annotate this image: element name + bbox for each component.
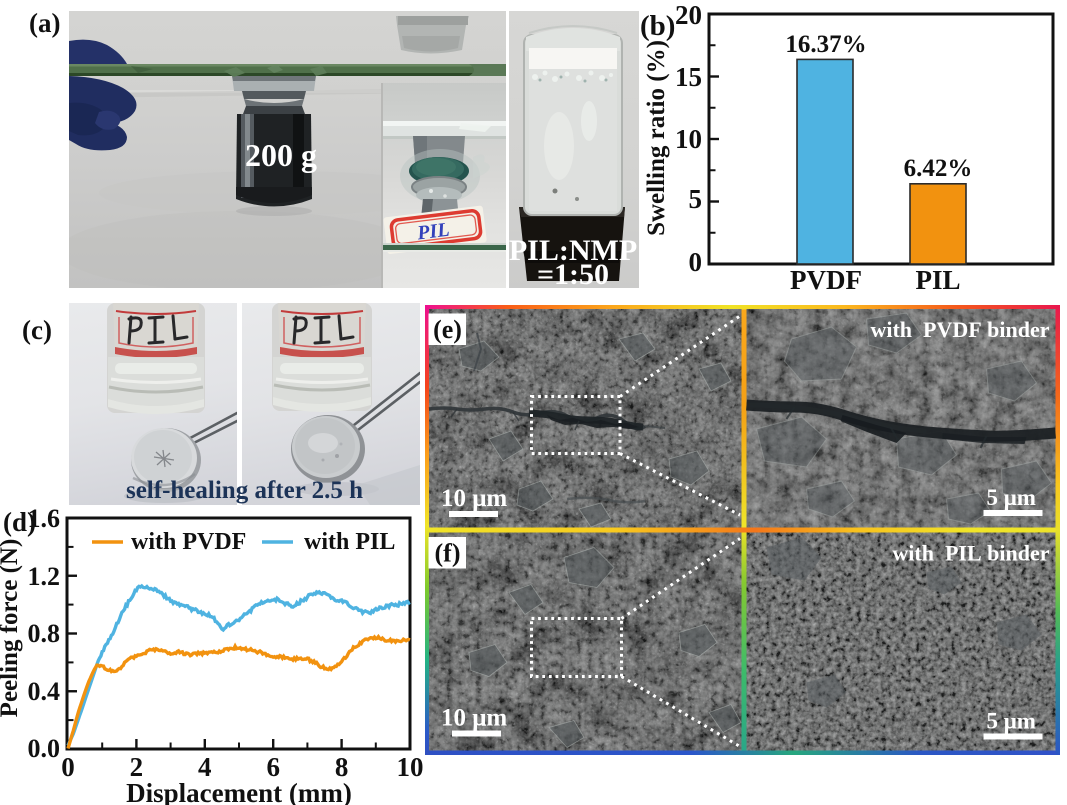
svg-text:with PVDF: with PVDF: [131, 529, 246, 555]
svg-text:with PVDF binder: with PVDF binder: [870, 317, 1049, 342]
svg-text:Peeling force (N): Peeling force (N): [0, 539, 23, 718]
svg-text:8: 8: [335, 752, 349, 782]
svg-text:Displacement (mm): Displacement (mm): [126, 778, 352, 805]
svg-text:PIL:NMP: PIL:NMP: [509, 234, 637, 267]
svg-text:(d): (d): [3, 507, 36, 537]
svg-text:16.37%: 16.37%: [785, 31, 866, 58]
svg-text:0: 0: [689, 247, 703, 277]
svg-text:10: 10: [675, 124, 702, 154]
svg-text:200 g: 200 g: [245, 137, 317, 173]
svg-text:PIL: PIL: [915, 265, 960, 295]
svg-text:(f): (f): [435, 539, 461, 568]
svg-text:with PIL binder: with PIL binder: [892, 541, 1049, 566]
svg-text:Swelling ratio (%): Swelling ratio (%): [643, 40, 670, 236]
svg-text:2: 2: [130, 752, 144, 782]
svg-text:PVDF: PVDF: [790, 265, 862, 295]
svg-text:0.8: 0.8: [28, 619, 61, 648]
svg-text:20: 20: [675, 0, 702, 30]
svg-text:with PIL: with PIL: [304, 529, 395, 555]
svg-text:PIL: PIL: [415, 219, 451, 245]
svg-text:0.0: 0.0: [28, 734, 61, 763]
svg-text:5: 5: [689, 184, 703, 214]
svg-text:10 μm: 10 μm: [441, 705, 507, 732]
svg-text:6: 6: [266, 752, 280, 782]
svg-text:10 μm: 10 μm: [441, 485, 507, 512]
svg-text:6.42%: 6.42%: [904, 155, 973, 182]
svg-text:(b): (b): [640, 10, 675, 42]
svg-text:1.2: 1.2: [28, 562, 61, 591]
svg-text:=1:50: =1:50: [537, 258, 609, 288]
svg-text:0: 0: [61, 752, 75, 782]
svg-text:(e): (e): [433, 315, 462, 344]
svg-text:1.6: 1.6: [28, 504, 61, 533]
svg-text:5 μm: 5 μm: [987, 485, 1036, 510]
svg-text:0.4: 0.4: [28, 677, 61, 706]
svg-text:15: 15: [675, 62, 702, 92]
svg-text:5 μm: 5 μm: [987, 709, 1036, 734]
svg-text:4: 4: [198, 752, 212, 782]
svg-text:10: 10: [397, 752, 424, 782]
